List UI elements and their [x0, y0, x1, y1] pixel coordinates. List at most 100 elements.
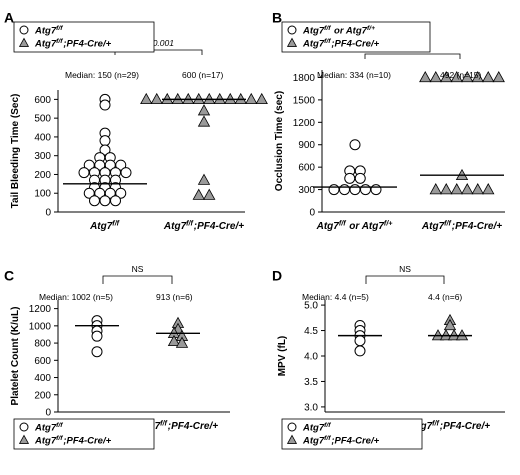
- data-point: [447, 329, 461, 341]
- legend-box: [13, 21, 155, 53]
- data-point: [99, 195, 111, 207]
- panel-b: B 0 300 600 900 1200 1500 1800 Occlusion Time (s…: [272, 9, 505, 232]
- legend-entry: Atg7f/f ;PF4-Cre/+: [34, 435, 112, 446]
- panel-label: B: [272, 9, 282, 25]
- y-tick-label: 200: [34, 170, 51, 181]
- panel-label: C: [4, 267, 14, 283]
- legend-marker: [287, 422, 297, 432]
- data-point: [91, 346, 103, 358]
- data-point: [440, 70, 453, 83]
- significance-bracket: [102, 275, 173, 284]
- data-point: [99, 144, 111, 156]
- data-point: [439, 329, 453, 341]
- x-category-label: Atg7f/f: [89, 219, 120, 233]
- data-point: [370, 184, 382, 196]
- significance-bracket: [114, 49, 203, 55]
- legend: Atg7f/f Atg7f/f ;PF4-Cre/+: [13, 418, 155, 450]
- legend-entry: Atg7f/f ;PF4-Cre/+: [34, 38, 112, 49]
- data-point: [471, 183, 484, 195]
- data-point: [203, 92, 216, 105]
- legend-marker: [287, 25, 297, 35]
- y-axis-title: Tail Bleeding Time (Sec): [10, 94, 21, 209]
- y-tick-label: 400: [34, 132, 51, 143]
- legend-entry: Atg7f/f ;PF4-Cre/+: [302, 38, 380, 49]
- y-tick-label: 100: [34, 189, 51, 200]
- p-value: NS: [399, 264, 411, 274]
- y-tick-label: 300: [34, 151, 51, 162]
- data-point: [344, 172, 356, 184]
- data-point: [197, 104, 211, 116]
- panel-label: D: [272, 267, 282, 283]
- y-axis-title: MPV (fL): [277, 336, 288, 377]
- x-category-label: Atg7f/f or Atg7f/+: [316, 219, 394, 233]
- significance-bracket: [364, 53, 461, 59]
- legend-box: [13, 418, 155, 450]
- legend-marker: [19, 422, 29, 432]
- data-point: [192, 92, 205, 105]
- data-point: [161, 92, 174, 105]
- data-point: [360, 184, 371, 196]
- y-tick-label: 1200: [293, 118, 316, 129]
- y-tick-label: 600: [34, 356, 51, 367]
- median-label: 913 (n=6): [156, 292, 193, 302]
- data-point: [461, 183, 474, 195]
- y-tick-label: 600: [298, 163, 315, 174]
- legend-box: [281, 418, 423, 450]
- data-point: [224, 92, 237, 105]
- y-tick-label: 4.0: [304, 352, 318, 363]
- data-point: [429, 70, 442, 83]
- y-tick-label: 200: [34, 390, 51, 401]
- data-point: [450, 70, 463, 83]
- data-point: [110, 195, 121, 207]
- significance-bracket: [365, 275, 445, 284]
- y-tick-label: 300: [298, 185, 315, 196]
- data-point: [175, 336, 189, 348]
- y-axis-title: Occlusion Time (sec): [274, 91, 285, 191]
- y-tick-label: 600: [34, 95, 51, 106]
- data-point: [482, 70, 495, 83]
- legend-marker: [18, 37, 30, 47]
- data-point: [354, 345, 366, 357]
- legend: Atg7f/f or Atg7f/+ Atg7f/f ;PF4-Cre/+: [281, 21, 431, 53]
- data-point: [440, 183, 453, 195]
- data-point: [234, 92, 247, 105]
- median-label: 492 (n=15): [440, 70, 482, 80]
- legend: Atg7f/f Atg7f/f ;PF4-Cre/+: [13, 21, 155, 53]
- data-point: [197, 173, 211, 185]
- data-point: [455, 329, 469, 341]
- data-point: [89, 195, 100, 207]
- panel-d: D 3.0 3.5 4.0 4.5 5.0 MPV (fL) Atg7f/f Atg7f/f …: [272, 264, 505, 450]
- y-tick-label: 3.5: [304, 377, 318, 388]
- data-point: [339, 184, 350, 196]
- legend-marker: [286, 434, 298, 444]
- data-point: [213, 92, 226, 105]
- data-point: [419, 70, 432, 83]
- median-label: Median: 4.4 (n=5): [302, 292, 369, 302]
- legend-entry: Atg7f/f: [34, 25, 63, 36]
- legend-marker: [19, 25, 29, 35]
- y-tick-label: 0: [309, 208, 315, 219]
- data-point: [167, 334, 181, 347]
- y-tick-label: 0: [45, 208, 51, 219]
- x-category-label: Atg7f/f ;PF4-Cre/+: [421, 219, 502, 233]
- data-point: [431, 329, 445, 341]
- panel-label: A: [4, 9, 14, 25]
- p-value: NS: [132, 264, 144, 274]
- data-point: [471, 70, 484, 83]
- data-point: [245, 92, 258, 105]
- legend-marker: [286, 37, 298, 47]
- data-point: [482, 183, 495, 195]
- y-tick-label: 1800: [293, 73, 316, 84]
- legend-entry: Atg7f/f: [34, 422, 63, 433]
- data-point: [115, 159, 127, 171]
- legend: Atg7f/f Atg7f/f ;PF4-Cre/+: [281, 418, 423, 450]
- data-point: [140, 92, 153, 105]
- data-point: [197, 115, 211, 127]
- y-tick-label: 400: [34, 373, 51, 384]
- data-point: [99, 135, 111, 147]
- data-point: [255, 92, 268, 105]
- y-tick-label: 1500: [293, 95, 316, 106]
- data-point: [450, 183, 463, 195]
- data-point: [349, 184, 361, 196]
- data-point: [354, 172, 366, 184]
